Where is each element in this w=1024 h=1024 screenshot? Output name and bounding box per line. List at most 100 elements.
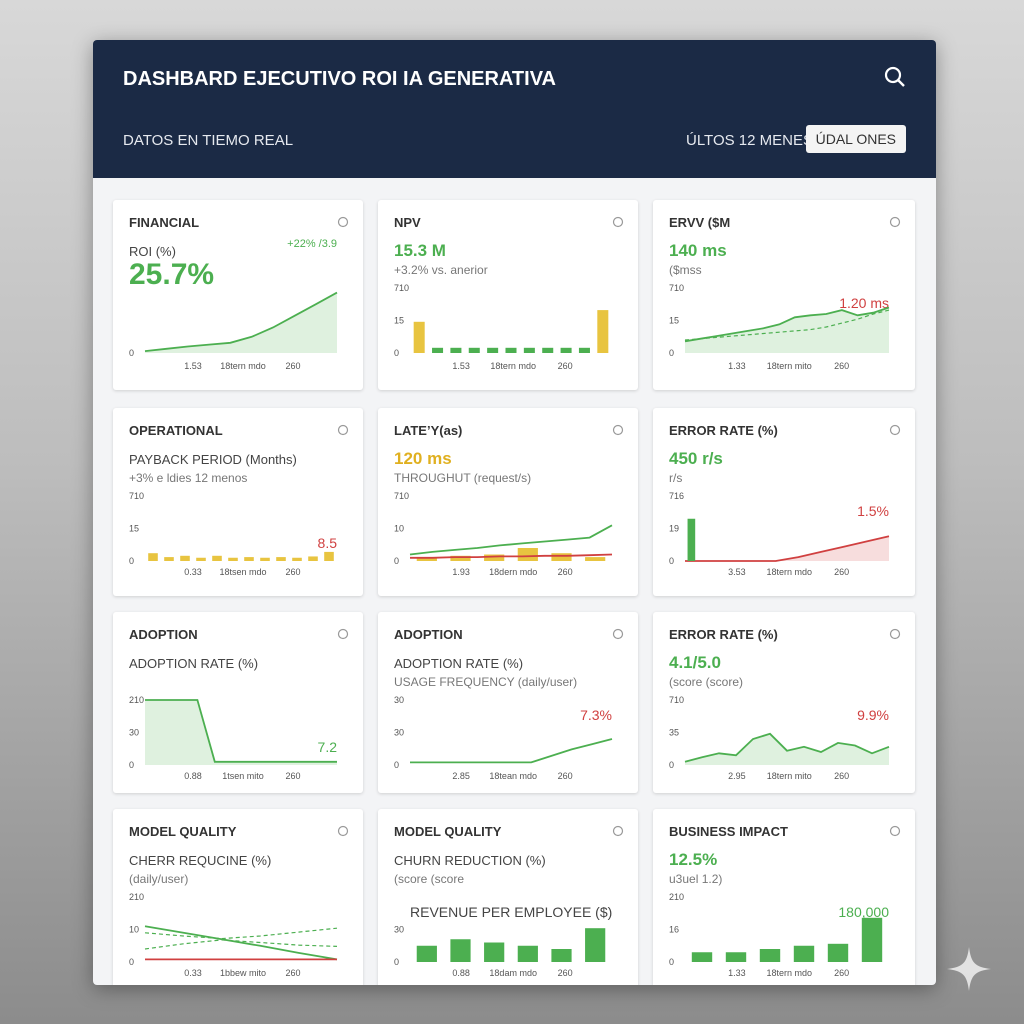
x-tick-label: 260 [285, 771, 300, 781]
bar [523, 347, 535, 353]
card: FINANCIAL ROI (%) 25.7% +22% /3.9 0 1.53 18ter… [113, 200, 363, 390]
bar [793, 945, 815, 962]
y-tick-label: 0 [394, 760, 399, 770]
card: MODEL QUALITY CHURN REDUCTION (%) (score (… [378, 809, 638, 985]
section-label: MODEL QUALITY [394, 824, 502, 839]
subtitle: DATOS EN TIEMO REAL [123, 132, 294, 149]
card: ERROR RATE (%) 450 r/s r/s 1.5% 716 19 0 3.53 18… [653, 408, 915, 596]
x-tick-label: 2.85 [452, 771, 470, 781]
info-icon[interactable] [889, 216, 901, 228]
bar [827, 943, 849, 962]
x-tick-label: 260 [558, 771, 573, 781]
x-tick-label: 18dam mdo [489, 968, 537, 978]
search-icon[interactable] [884, 66, 906, 88]
info-icon[interactable] [337, 424, 349, 436]
metric-note: (score (score [394, 872, 464, 886]
section-label: MODEL QUALITY [129, 824, 237, 839]
metric-label: PAYBACK PERIOD (Months) [129, 452, 297, 467]
x-tick-label: 18tern mito [767, 771, 812, 781]
y-tick-label: 210 [669, 892, 684, 902]
card-chart: MODEL QUALITY CHURN REDUCTION (%) (score (… [394, 824, 624, 978]
section-label: LATE’Y(as) [394, 423, 462, 438]
info-icon[interactable] [337, 216, 349, 228]
area [145, 292, 337, 353]
x-tick-label: 260 [285, 968, 300, 978]
x-tick-label: 18tern mito [767, 361, 812, 371]
bar [196, 557, 206, 561]
x-tick-label: 18tern mdo [490, 361, 536, 371]
metric-note: +3% e ldies 12 menos [129, 471, 247, 485]
card-chart: ADOPTION ADOPTION RATE (%) 7.2 210 30 0 0.88 1t… [129, 627, 349, 781]
card-chart: NPV 15.3 M +3.2% vs. anerior 710 15 0 1.53 18te… [394, 215, 624, 371]
annotation: 7.3% [580, 707, 612, 723]
y-tick-label: 15 [669, 316, 679, 326]
x-tick-label: 260 [285, 567, 300, 577]
section-label: ERVV ($M [669, 215, 730, 230]
y-tick-label: 710 [394, 491, 409, 501]
x-tick-label: 0.88 [184, 771, 202, 781]
metric-big: 25.7% [129, 258, 214, 291]
y-tick-label: 35 [669, 728, 679, 738]
card: ERVV ($M 140 ms ($mss 1.20 ms 710 15 0 1.33 18te… [653, 200, 915, 390]
y-tick-label: 0 [669, 556, 674, 566]
metric-label: ROI (%) [129, 244, 176, 259]
y-tick-label: 0 [669, 760, 674, 770]
bar [691, 952, 713, 962]
section-label: ADOPTION [394, 627, 463, 642]
y-tick-label: 710 [669, 283, 684, 293]
button[interactable]: ÚDAL ONES [805, 125, 906, 153]
bar [560, 347, 572, 353]
bar [324, 551, 334, 561]
card-chart: BUSINESS IMPACT 12.5% u3uel 1.2) 180,000 210… [669, 824, 901, 978]
bar [180, 555, 190, 561]
info-icon[interactable] [889, 424, 901, 436]
info-icon[interactable] [612, 216, 624, 228]
card-chart: LATE’Y(as) 120 ms THROUGHUT (request/s) 710… [394, 423, 624, 577]
metric-value: 4.1/5.0 [669, 653, 721, 672]
info-icon[interactable] [612, 424, 624, 436]
card: ERROR RATE (%) 4.1/5.0 (score (score) 9.9% 7… [653, 612, 915, 793]
x-tick-label: 18tsen mdo [219, 567, 266, 577]
bar [212, 555, 222, 561]
section-label: ERROR RATE (%) [669, 627, 778, 642]
y-tick-label: 15 [394, 316, 404, 326]
info-icon[interactable] [337, 628, 349, 640]
bar [585, 557, 606, 561]
y-tick-label: 0 [129, 556, 134, 566]
card: LATE’Y(as) 120 ms THROUGHUT (request/s) 710… [378, 408, 638, 596]
y-tick-label: 210 [129, 695, 144, 705]
line [145, 699, 337, 763]
x-tick-label: 18tern mdo [220, 361, 266, 371]
x-tick-label: 1bbew mito [220, 968, 266, 978]
annotation: 8.5 [318, 535, 338, 551]
metric-note: +3.2% vs. anerior [394, 263, 488, 277]
info-icon[interactable] [612, 628, 624, 640]
y-tick-label: 0 [129, 348, 134, 358]
info-icon[interactable] [889, 825, 901, 837]
line [410, 738, 613, 764]
card-chart: ERVV ($M 140 ms ($mss 1.20 ms 710 15 0 1.33 18te… [669, 215, 901, 371]
metric-label: ADOPTION RATE (%) [394, 656, 523, 671]
info-icon[interactable] [337, 825, 349, 837]
y-tick-label: 0 [394, 348, 399, 358]
y-tick-label: 19 [669, 524, 679, 534]
x-tick-label: 0.33 [184, 968, 202, 978]
bar [551, 949, 572, 962]
x-tick-label: 1.53 [452, 361, 470, 371]
bar [861, 917, 883, 962]
bar [484, 942, 505, 962]
metric-value: 450 r/s [669, 449, 723, 468]
y-tick-label: 0 [129, 957, 134, 967]
bar [759, 949, 781, 962]
bar [687, 518, 696, 561]
y-tick-label: 710 [129, 491, 144, 501]
metric-note: (score (score) [669, 675, 743, 689]
y-tick-label: 0 [394, 556, 399, 566]
info-icon[interactable] [889, 628, 901, 640]
metric-note: THROUGHUT (request/s) [394, 471, 531, 485]
card-chart: ADOPTION ADOPTION RATE (%) USAGE FREQUENCY… [394, 627, 624, 781]
card: MODEL QUALITY CHERR REQUCINE (%) (daily/us… [113, 809, 363, 985]
y-tick-label: 0 [669, 957, 674, 967]
info-icon[interactable] [612, 825, 624, 837]
card: ADOPTION ADOPTION RATE (%) USAGE FREQUENCY… [378, 612, 638, 793]
